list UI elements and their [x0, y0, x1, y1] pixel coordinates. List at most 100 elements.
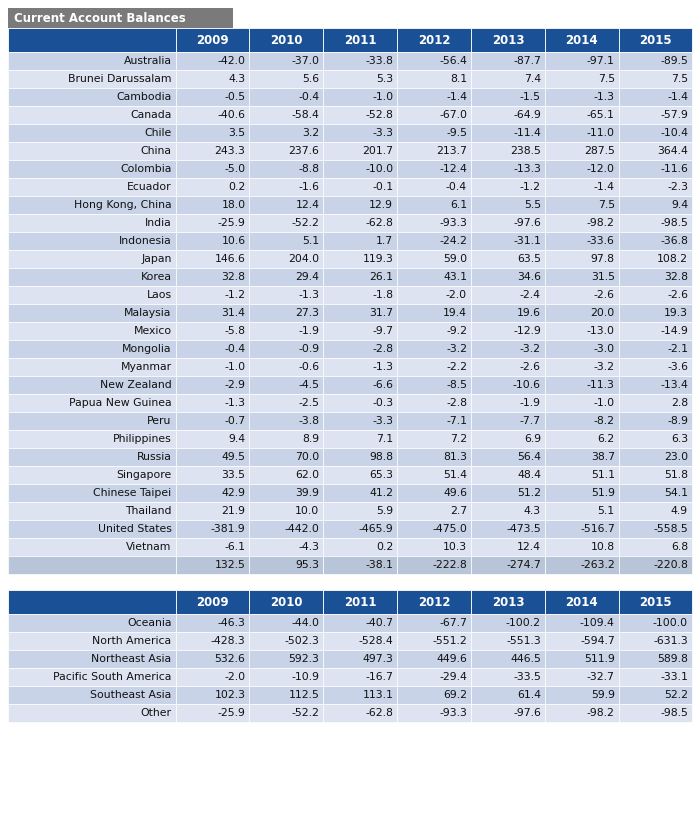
Text: -0.5: -0.5	[224, 92, 246, 102]
Text: -67.0: -67.0	[439, 110, 467, 120]
Bar	[249, 232, 323, 250]
Bar	[249, 686, 323, 704]
Text: -3.6: -3.6	[667, 362, 688, 372]
Text: -16.7: -16.7	[365, 672, 393, 682]
Text: -97.1: -97.1	[587, 56, 615, 66]
Bar	[397, 668, 471, 686]
Bar	[471, 430, 545, 448]
Text: Thailand: Thailand	[125, 506, 172, 516]
Text: -93.3: -93.3	[439, 218, 467, 228]
Bar	[397, 412, 471, 430]
Bar	[176, 590, 249, 614]
Text: -428.3: -428.3	[211, 636, 246, 646]
Bar	[619, 430, 692, 448]
Bar	[323, 394, 397, 412]
Bar	[249, 412, 323, 430]
Text: -64.9: -64.9	[513, 110, 541, 120]
Bar	[545, 614, 619, 632]
Text: -98.5: -98.5	[660, 708, 688, 718]
Text: -222.8: -222.8	[433, 560, 467, 570]
Bar	[323, 358, 397, 376]
Text: 132.5: 132.5	[215, 560, 246, 570]
Text: 31.5: 31.5	[591, 272, 615, 282]
Text: -10.4: -10.4	[660, 128, 688, 138]
Text: 201.7: 201.7	[362, 146, 393, 156]
Text: -0.6: -0.6	[298, 362, 319, 372]
Text: -1.3: -1.3	[298, 290, 319, 300]
Bar	[176, 412, 249, 430]
Bar	[249, 286, 323, 304]
Bar	[471, 214, 545, 232]
Bar	[8, 502, 176, 520]
Text: -29.4: -29.4	[439, 672, 467, 682]
Text: 7.5: 7.5	[598, 200, 615, 210]
Bar	[176, 668, 249, 686]
Text: 2015: 2015	[639, 596, 672, 609]
Text: 12.4: 12.4	[295, 200, 319, 210]
Text: 7.4: 7.4	[524, 74, 541, 84]
Text: -3.2: -3.2	[520, 344, 541, 354]
Bar	[397, 556, 471, 574]
Text: -98.5: -98.5	[660, 218, 688, 228]
Text: 2.8: 2.8	[671, 398, 688, 408]
Bar	[176, 502, 249, 520]
Text: 119.3: 119.3	[363, 254, 393, 264]
Bar	[545, 268, 619, 286]
Bar	[471, 704, 545, 722]
Bar	[8, 484, 176, 502]
Text: 51.4: 51.4	[443, 470, 467, 480]
Text: 95.3: 95.3	[295, 560, 319, 570]
Text: 19.3: 19.3	[664, 308, 688, 318]
Bar	[249, 160, 323, 178]
Bar	[397, 704, 471, 722]
Text: Oceania: Oceania	[127, 618, 172, 628]
Text: -442.0: -442.0	[284, 524, 319, 534]
Bar	[545, 376, 619, 394]
Bar	[176, 142, 249, 160]
Text: -5.8: -5.8	[225, 326, 246, 336]
Bar	[176, 556, 249, 574]
Bar	[323, 686, 397, 704]
Text: -1.2: -1.2	[520, 182, 541, 192]
Text: 113.1: 113.1	[363, 690, 393, 700]
Text: -10.9: -10.9	[291, 672, 319, 682]
Bar	[397, 28, 471, 52]
Text: -4.3: -4.3	[298, 542, 319, 552]
Bar	[249, 124, 323, 142]
Bar	[176, 88, 249, 106]
Text: 2012: 2012	[418, 33, 450, 46]
Bar	[176, 286, 249, 304]
Bar	[619, 250, 692, 268]
Text: -62.8: -62.8	[365, 708, 393, 718]
Bar	[323, 214, 397, 232]
Text: -40.7: -40.7	[365, 618, 393, 628]
Bar	[397, 178, 471, 196]
Text: -0.4: -0.4	[224, 344, 246, 354]
Text: -1.4: -1.4	[667, 92, 688, 102]
Bar	[545, 322, 619, 340]
Text: China: China	[141, 146, 172, 156]
Text: 5.3: 5.3	[376, 74, 393, 84]
Bar	[8, 340, 176, 358]
Bar	[397, 142, 471, 160]
Text: 2015: 2015	[639, 33, 672, 46]
Bar	[8, 394, 176, 412]
Text: 26.1: 26.1	[369, 272, 393, 282]
Text: -0.9: -0.9	[298, 344, 319, 354]
Bar	[619, 28, 692, 52]
Text: 497.3: 497.3	[363, 654, 393, 664]
Bar	[397, 466, 471, 484]
Bar	[249, 322, 323, 340]
Text: -0.7: -0.7	[224, 416, 246, 426]
Text: -33.6: -33.6	[587, 236, 615, 246]
Text: Cambodia: Cambodia	[116, 92, 172, 102]
Text: 5.9: 5.9	[376, 506, 393, 516]
Bar	[397, 502, 471, 520]
Text: Colombia: Colombia	[120, 164, 172, 174]
Text: -1.0: -1.0	[594, 398, 615, 408]
Bar	[471, 28, 545, 52]
Bar	[176, 632, 249, 650]
Bar	[8, 304, 176, 322]
Text: 4.9: 4.9	[671, 506, 688, 516]
Bar	[397, 250, 471, 268]
